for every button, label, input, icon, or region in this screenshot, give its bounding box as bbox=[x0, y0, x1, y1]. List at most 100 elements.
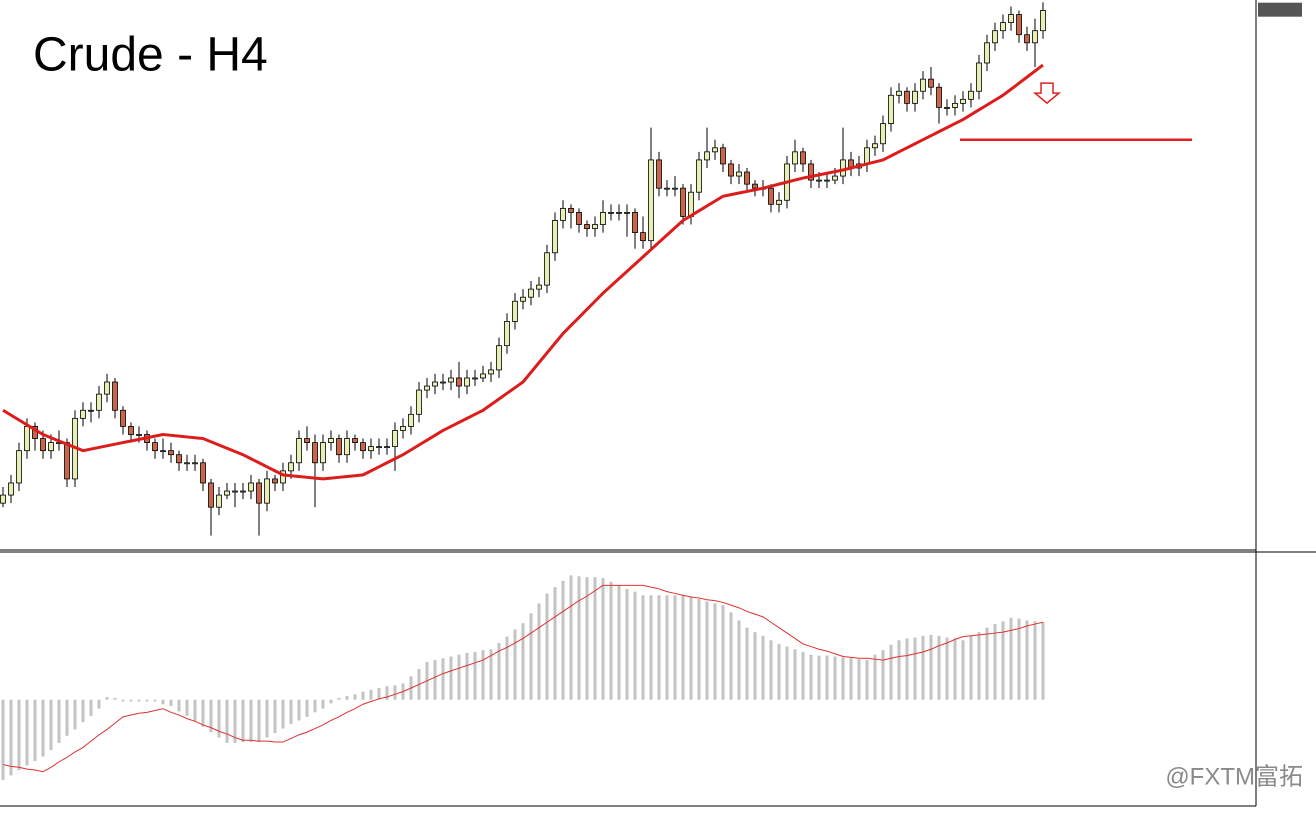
macd-bar bbox=[593, 577, 597, 700]
candle-body bbox=[648, 159, 654, 242]
macd-bar bbox=[617, 585, 621, 700]
chart-title: Crude - H4 bbox=[33, 29, 268, 82]
macd-bar bbox=[641, 595, 645, 700]
level-arrow bbox=[1032, 82, 1062, 105]
candle-body bbox=[24, 426, 30, 452]
macd-bar bbox=[761, 635, 765, 700]
candle-body bbox=[904, 90, 910, 104]
candle-body bbox=[920, 78, 926, 92]
macd-bar bbox=[841, 657, 845, 700]
candle-body bbox=[520, 296, 526, 302]
macd-bar bbox=[857, 659, 861, 700]
macd-bar bbox=[705, 601, 709, 700]
macd-bar bbox=[689, 597, 693, 700]
candle-body bbox=[112, 381, 118, 411]
candle-body bbox=[48, 442, 54, 452]
candle-body bbox=[936, 86, 942, 108]
macd-bar bbox=[569, 575, 573, 700]
macd-bar bbox=[1041, 622, 1045, 700]
macd-bar bbox=[289, 699, 293, 725]
candle-body bbox=[488, 369, 494, 375]
macd-bar bbox=[537, 603, 541, 700]
candle-body bbox=[944, 107, 950, 109]
candle-body bbox=[600, 212, 606, 225]
macd-bar bbox=[217, 699, 221, 738]
macd-bar bbox=[985, 627, 989, 700]
macd-bar bbox=[601, 578, 605, 700]
candle-body bbox=[376, 446, 382, 449]
candle-body bbox=[744, 171, 750, 185]
macd-bar bbox=[297, 699, 301, 721]
macd-bar bbox=[241, 699, 245, 743]
candle-body bbox=[776, 199, 782, 205]
candle-body bbox=[304, 438, 310, 443]
candle-body bbox=[480, 373, 486, 379]
macd-bar bbox=[81, 699, 85, 723]
macd-bar bbox=[57, 699, 61, 743]
candle-body bbox=[976, 62, 982, 92]
candle-body bbox=[104, 381, 110, 395]
candle-body bbox=[208, 482, 214, 508]
candle-body bbox=[296, 438, 302, 464]
candle-body bbox=[800, 151, 806, 165]
candle-body bbox=[264, 478, 270, 504]
candle-body bbox=[504, 321, 510, 347]
macd-bar bbox=[345, 696, 349, 700]
macd-bar bbox=[585, 577, 589, 700]
candle-body bbox=[456, 377, 462, 387]
macd-bar bbox=[89, 699, 93, 716]
macd-bar bbox=[833, 656, 837, 700]
macd-bar bbox=[385, 686, 389, 700]
candle-body bbox=[592, 224, 598, 229]
macd-bar bbox=[49, 699, 53, 751]
macd-bar bbox=[201, 699, 205, 727]
macd-bar bbox=[609, 581, 613, 700]
candle-body bbox=[160, 450, 166, 453]
macd-bar bbox=[17, 699, 21, 770]
macd-bar bbox=[993, 624, 997, 700]
macd-bar bbox=[649, 595, 653, 700]
candle-body bbox=[136, 434, 142, 436]
candle-body bbox=[824, 179, 830, 182]
candle-body bbox=[1016, 14, 1022, 36]
candle-body bbox=[312, 442, 318, 464]
candle-body bbox=[120, 409, 126, 427]
candle-body bbox=[840, 159, 846, 177]
candle-body bbox=[728, 163, 734, 177]
macd-bar bbox=[801, 651, 805, 700]
macd-bar bbox=[561, 580, 565, 700]
candle-body bbox=[576, 212, 582, 225]
candle-body bbox=[176, 454, 182, 464]
candle-body bbox=[896, 90, 902, 96]
macd-bar bbox=[849, 658, 853, 700]
candle-body bbox=[1032, 30, 1038, 44]
candle-body bbox=[240, 490, 246, 493]
candle-body bbox=[544, 252, 550, 286]
macd-bar bbox=[969, 635, 973, 700]
macd-bar bbox=[665, 595, 669, 700]
macd-bar bbox=[441, 658, 445, 700]
macd-bar bbox=[113, 697, 117, 700]
candle-body bbox=[984, 42, 990, 64]
macd-bar bbox=[393, 685, 397, 700]
candle-body bbox=[720, 147, 726, 165]
macd-bar bbox=[33, 699, 37, 761]
macd-bar bbox=[233, 699, 237, 743]
candle-body bbox=[640, 232, 646, 242]
macd-bar bbox=[97, 699, 101, 709]
macd-bar bbox=[625, 588, 629, 700]
candle-body bbox=[992, 30, 998, 44]
macd-bar bbox=[489, 649, 493, 700]
candle-body bbox=[880, 123, 886, 145]
candle-body bbox=[280, 470, 286, 484]
candle-body bbox=[88, 409, 94, 412]
candle-body bbox=[392, 430, 398, 448]
candle-body bbox=[320, 442, 326, 464]
candle-body bbox=[232, 490, 238, 493]
macd-bar bbox=[825, 655, 829, 700]
macd-bar bbox=[913, 637, 917, 700]
candle-body bbox=[40, 438, 46, 452]
macd-bar bbox=[521, 623, 525, 700]
candle-body bbox=[448, 377, 454, 383]
candle-body bbox=[344, 438, 350, 456]
